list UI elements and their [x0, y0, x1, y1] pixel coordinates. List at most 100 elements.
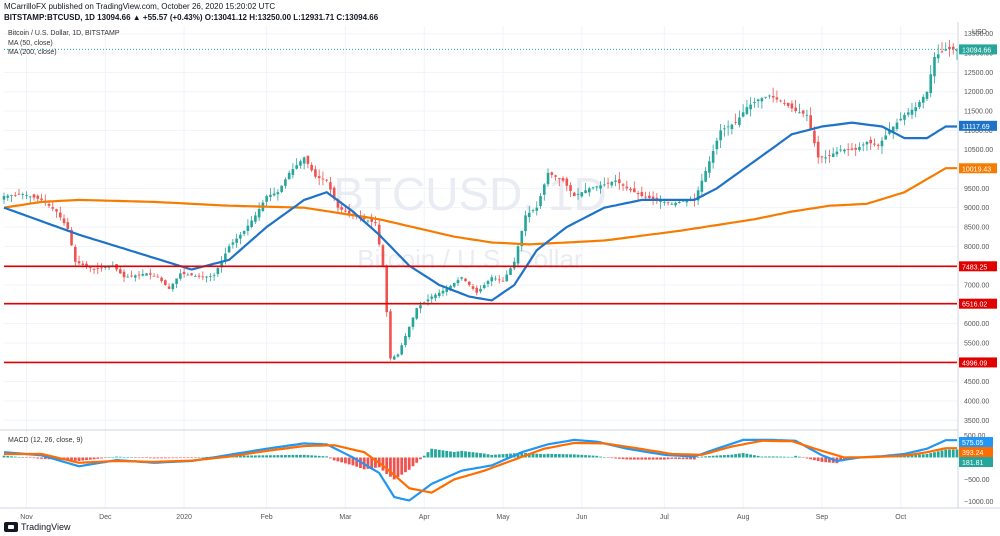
macd-histogram-bar — [404, 457, 407, 473]
candle-body — [711, 150, 715, 163]
candle-body — [603, 184, 606, 186]
candle-body — [175, 278, 178, 284]
candle-body — [501, 280, 505, 282]
candle-body — [134, 275, 137, 278]
macd-histogram-bar — [494, 454, 497, 458]
candle-body — [531, 210, 535, 212]
tradingview-logo[interactable]: TradingView — [4, 522, 71, 532]
macd-histogram-bar — [629, 457, 632, 460]
watermark-name: Bitcoin / U.S. Dollar — [357, 244, 583, 274]
macd-histogram-bar — [929, 453, 933, 458]
candle-body — [389, 311, 392, 359]
macd-histogram-bar — [306, 455, 310, 458]
candle-body — [715, 140, 719, 150]
macd-histogram-bar — [790, 456, 794, 458]
macd-histogram-bar — [344, 457, 347, 464]
candle-body — [666, 202, 670, 204]
price-label-box — [959, 44, 997, 55]
macd-histogram-bar — [824, 457, 828, 463]
candle-body — [591, 187, 595, 189]
macd-histogram-bar — [276, 455, 280, 458]
candle-body — [295, 165, 298, 169]
macd-histogram-bar — [595, 455, 599, 458]
time-tick-label: Jul — [660, 514, 669, 521]
macd-histogram-bar — [77, 457, 81, 461]
candle-body — [404, 336, 407, 346]
tradingview-icon — [4, 522, 18, 532]
macd-histogram-bar — [193, 457, 197, 458]
macd-histogram-bar — [479, 453, 482, 458]
candle-body — [314, 169, 317, 177]
macd-histogram-bar — [783, 456, 786, 458]
macd-histogram-bar — [501, 454, 505, 458]
macd-histogram-bar — [92, 457, 96, 460]
macd-tick-label: 500.00 — [964, 433, 986, 440]
candle-body — [723, 128, 726, 130]
candle-body — [869, 139, 873, 144]
candle-body — [565, 178, 569, 186]
price-tick-label: 11000.00 — [964, 128, 993, 135]
macd-histogram-bar — [321, 456, 325, 458]
time-tick-label: Nov — [20, 514, 33, 521]
candle-body — [599, 185, 602, 189]
macd-histogram-bar — [771, 456, 775, 458]
candle-body — [835, 151, 839, 155]
candle-body — [36, 195, 40, 199]
price-label-text: 6516.02 — [962, 302, 987, 309]
macd-histogram-bar — [775, 456, 779, 458]
candle-body — [186, 274, 190, 276]
macd-histogram-bar — [955, 449, 959, 458]
candle-body — [96, 268, 100, 270]
candle-body — [569, 185, 572, 191]
candle-body — [535, 207, 539, 211]
candle-body — [265, 196, 268, 202]
candle-body — [235, 238, 238, 243]
macd-label-text: 393.24 — [962, 450, 984, 457]
candle-body — [580, 192, 584, 197]
candle-body — [62, 218, 66, 224]
candle-body — [88, 267, 92, 269]
price-tick-label: 8000.00 — [964, 244, 989, 251]
candle-body — [614, 180, 617, 182]
candle-body — [906, 112, 910, 115]
legend-ma50: MA (50, close) — [8, 40, 53, 47]
price-axis-unit: USD — [972, 29, 987, 36]
candle-body — [21, 194, 25, 195]
macd-histogram-bar — [569, 454, 572, 458]
candle-body — [618, 179, 621, 184]
candle-body — [490, 277, 494, 282]
macd-histogram-bar — [475, 452, 479, 458]
candle-body — [310, 164, 313, 171]
macd-histogram-bar — [130, 457, 133, 458]
candle-body — [190, 273, 193, 276]
macd-histogram-bar — [910, 455, 914, 458]
macd-histogram-bar — [557, 454, 561, 458]
candle-body — [816, 141, 820, 158]
price-tick-label: 8500.00 — [964, 225, 989, 232]
macd-histogram-bar — [730, 454, 734, 458]
macd-histogram-bar — [677, 457, 681, 460]
candle-body — [719, 130, 722, 141]
macd-histogram-bar — [426, 452, 430, 458]
candle-body — [704, 170, 707, 182]
price-label-text: 4996.09 — [962, 360, 987, 367]
candle-body — [888, 130, 891, 134]
candle-body — [876, 144, 880, 146]
candle-body — [775, 97, 779, 100]
macd-histogram-bar — [948, 449, 951, 458]
macd-histogram-bar — [805, 457, 809, 459]
candle-body — [325, 179, 328, 181]
price-tick-label: 9500.00 — [964, 186, 989, 193]
macd-histogram-bar — [253, 455, 257, 458]
candle-body — [861, 144, 865, 146]
candle-body — [137, 274, 141, 276]
macd-histogram-bar — [205, 457, 209, 458]
macd-histogram-bar — [610, 457, 614, 459]
macd-histogram-bar — [434, 449, 437, 458]
macd-histogram-bar — [625, 457, 629, 460]
price-tick-label: 12500.00 — [964, 70, 993, 77]
macd-histogram-bar — [940, 450, 944, 458]
candle-body — [250, 220, 253, 228]
macd-histogram-bar — [614, 457, 617, 459]
